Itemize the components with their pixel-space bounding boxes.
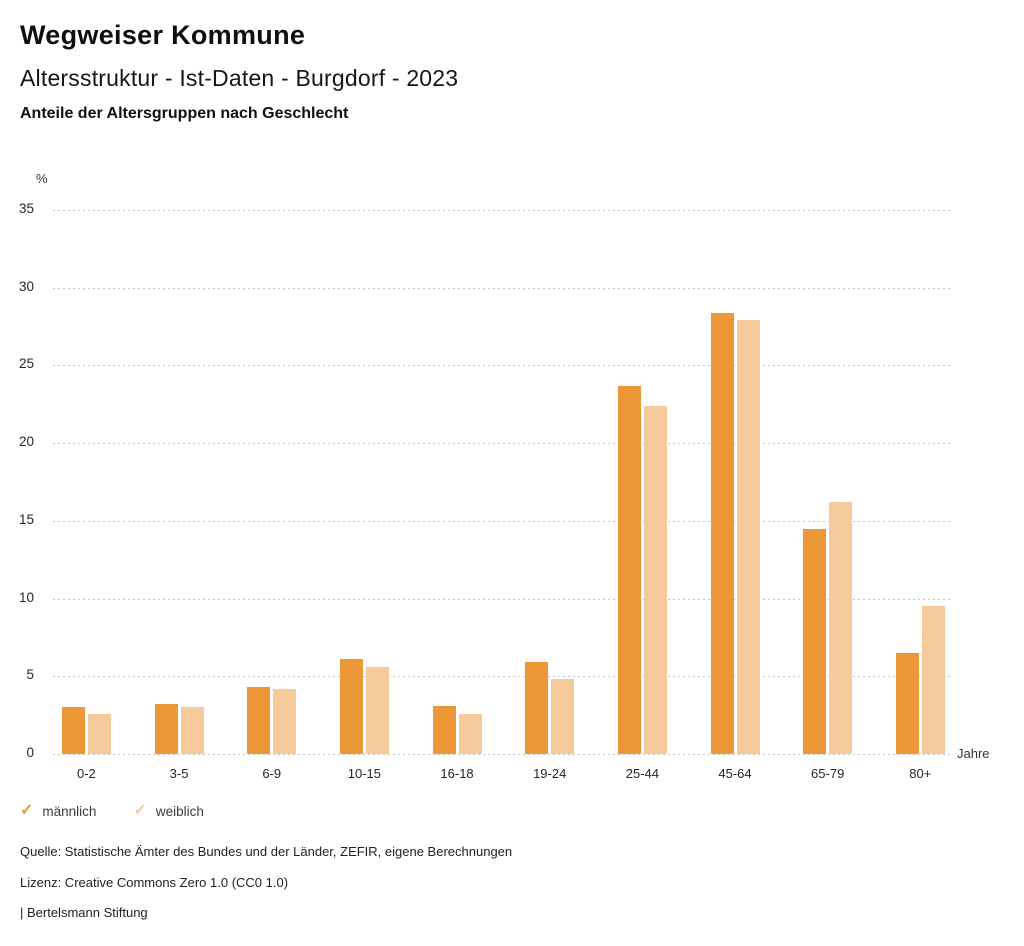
legend-item-label: männlich — [42, 803, 97, 819]
bar-weiblich-6-9[interactable] — [273, 688, 297, 754]
page-subtitle: Altersstruktur - Ist-Daten - Burgdorf - … — [20, 65, 459, 91]
x-tick-label-65-79: 65-79 — [811, 766, 845, 781]
bar-weiblich-19-24[interactable] — [551, 679, 575, 754]
bar-weiblich-25-44[interactable] — [643, 405, 667, 754]
bar-maennlich-65-79[interactable] — [803, 528, 827, 754]
bar-weiblich-16-18[interactable] — [458, 713, 482, 754]
y-gridline-35 — [53, 210, 952, 211]
bar-weiblich-45-64[interactable] — [736, 320, 760, 754]
bar-weiblich-0-2[interactable] — [87, 713, 111, 754]
attribution-note: | Bertelsmann Stiftung — [20, 905, 148, 920]
legend-item-weiblich[interactable]: ✓ weiblich — [133, 803, 203, 819]
y-tick-label-10: 10 — [18, 589, 34, 605]
y-gridline-20 — [53, 443, 952, 445]
y-gridline-10 — [53, 598, 952, 600]
chart-description: Anteile der Altersgruppen nach Geschlech… — [20, 105, 349, 122]
x-tick-label-3-5: 3-5 — [169, 766, 189, 781]
y-tick-label-30: 30 — [18, 278, 34, 294]
bar-maennlich-16-18[interactable] — [432, 705, 456, 754]
page-title: Wegweiser Kommune — [20, 20, 306, 50]
bar-maennlich-45-64[interactable] — [710, 312, 734, 754]
y-tick-label-0: 0 — [26, 745, 34, 760]
y-tick-label-25: 25 — [18, 356, 34, 372]
license-note: Lizenz: Creative Commons Zero 1.0 (CC0 1… — [20, 875, 289, 890]
chart-legend: ✓ männlich ✓ weiblich — [20, 803, 204, 819]
x-tick-label-0-2: 0-2 — [76, 766, 96, 781]
check-icon: ✓ — [133, 802, 147, 819]
bar-weiblich-80+[interactable] — [921, 606, 945, 754]
source-note: Quelle: Statistische Ämter des Bundes un… — [20, 844, 513, 859]
y-tick-label-15: 15 — [18, 511, 34, 527]
bar-maennlich-3-5[interactable] — [154, 704, 178, 754]
y-gridline-15 — [53, 520, 952, 522]
bar-maennlich-19-24[interactable] — [525, 662, 549, 754]
x-axis-unit-label: Jahre — [957, 746, 990, 761]
y-axis-unit-label: % — [36, 171, 48, 186]
x-tick-label-25-44: 25-44 — [625, 766, 659, 781]
x-tick-label-10-15: 10-15 — [347, 766, 381, 781]
check-icon: ✓ — [20, 802, 34, 819]
y-tick-label-5: 5 — [26, 667, 34, 683]
x-tick-label-80+: 80+ — [909, 766, 932, 781]
y-gridline-0 — [53, 754, 952, 755]
bar-maennlich-25-44[interactable] — [617, 385, 641, 754]
y-gridline-30 — [53, 287, 952, 289]
legend-item-maennlich[interactable]: ✓ männlich — [20, 803, 96, 819]
legend-item-label: weiblich — [155, 803, 204, 819]
bar-weiblich-65-79[interactable] — [829, 502, 853, 754]
y-tick-label-35: 35 — [18, 201, 34, 216]
bar-maennlich-10-15[interactable] — [339, 659, 363, 754]
y-gridline-5 — [53, 676, 952, 678]
y-tick-label-20: 20 — [18, 434, 34, 450]
y-gridline-25 — [53, 365, 952, 367]
x-tick-label-16-18: 16-18 — [440, 766, 474, 781]
bar-weiblich-3-5[interactable] — [180, 707, 204, 754]
x-tick-label-6-9: 6-9 — [262, 766, 282, 781]
x-tick-label-45-64: 45-64 — [718, 766, 752, 781]
x-tick-label-19-24: 19-24 — [533, 766, 567, 781]
bar-weiblich-10-15[interactable] — [365, 666, 389, 754]
bar-maennlich-80+[interactable] — [895, 652, 919, 754]
bar-maennlich-6-9[interactable] — [247, 687, 271, 754]
bar-maennlich-0-2[interactable] — [61, 707, 85, 754]
